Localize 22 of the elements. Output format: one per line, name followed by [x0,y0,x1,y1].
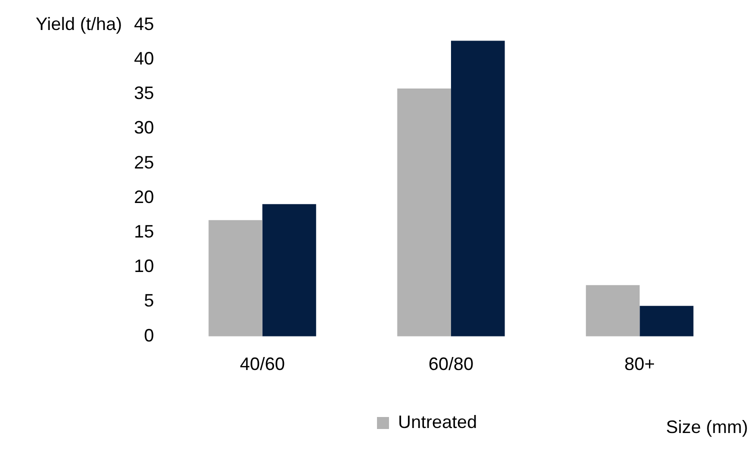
bar [262,204,316,336]
legend-label: Untreated [398,412,478,432]
y-tick-label: 0 [144,325,154,346]
y-tick-label: 35 [134,83,154,104]
y-tick-label: 45 [134,14,154,34]
y-tick-label: 40 [134,48,154,68]
bar [640,306,694,336]
x-axis-title: Size (mm) [666,416,748,437]
y-tick-label: 10 [134,256,154,276]
y-tick-label: 15 [134,222,154,242]
x-tick-label: 80+ [624,354,655,374]
bar [451,40,505,336]
bar [208,220,262,336]
y-tick-label: 25 [134,152,154,172]
bar [397,88,452,336]
y-tick-label: 30 [134,118,154,138]
y-tick-label: 5 [144,290,154,311]
x-tick-label: 40/60 [240,354,285,374]
y-axis-title: Yield (t/ha) [36,14,122,34]
x-tick-label: 60/80 [428,354,474,374]
y-tick-label: 20 [134,186,154,207]
bar [586,285,640,336]
